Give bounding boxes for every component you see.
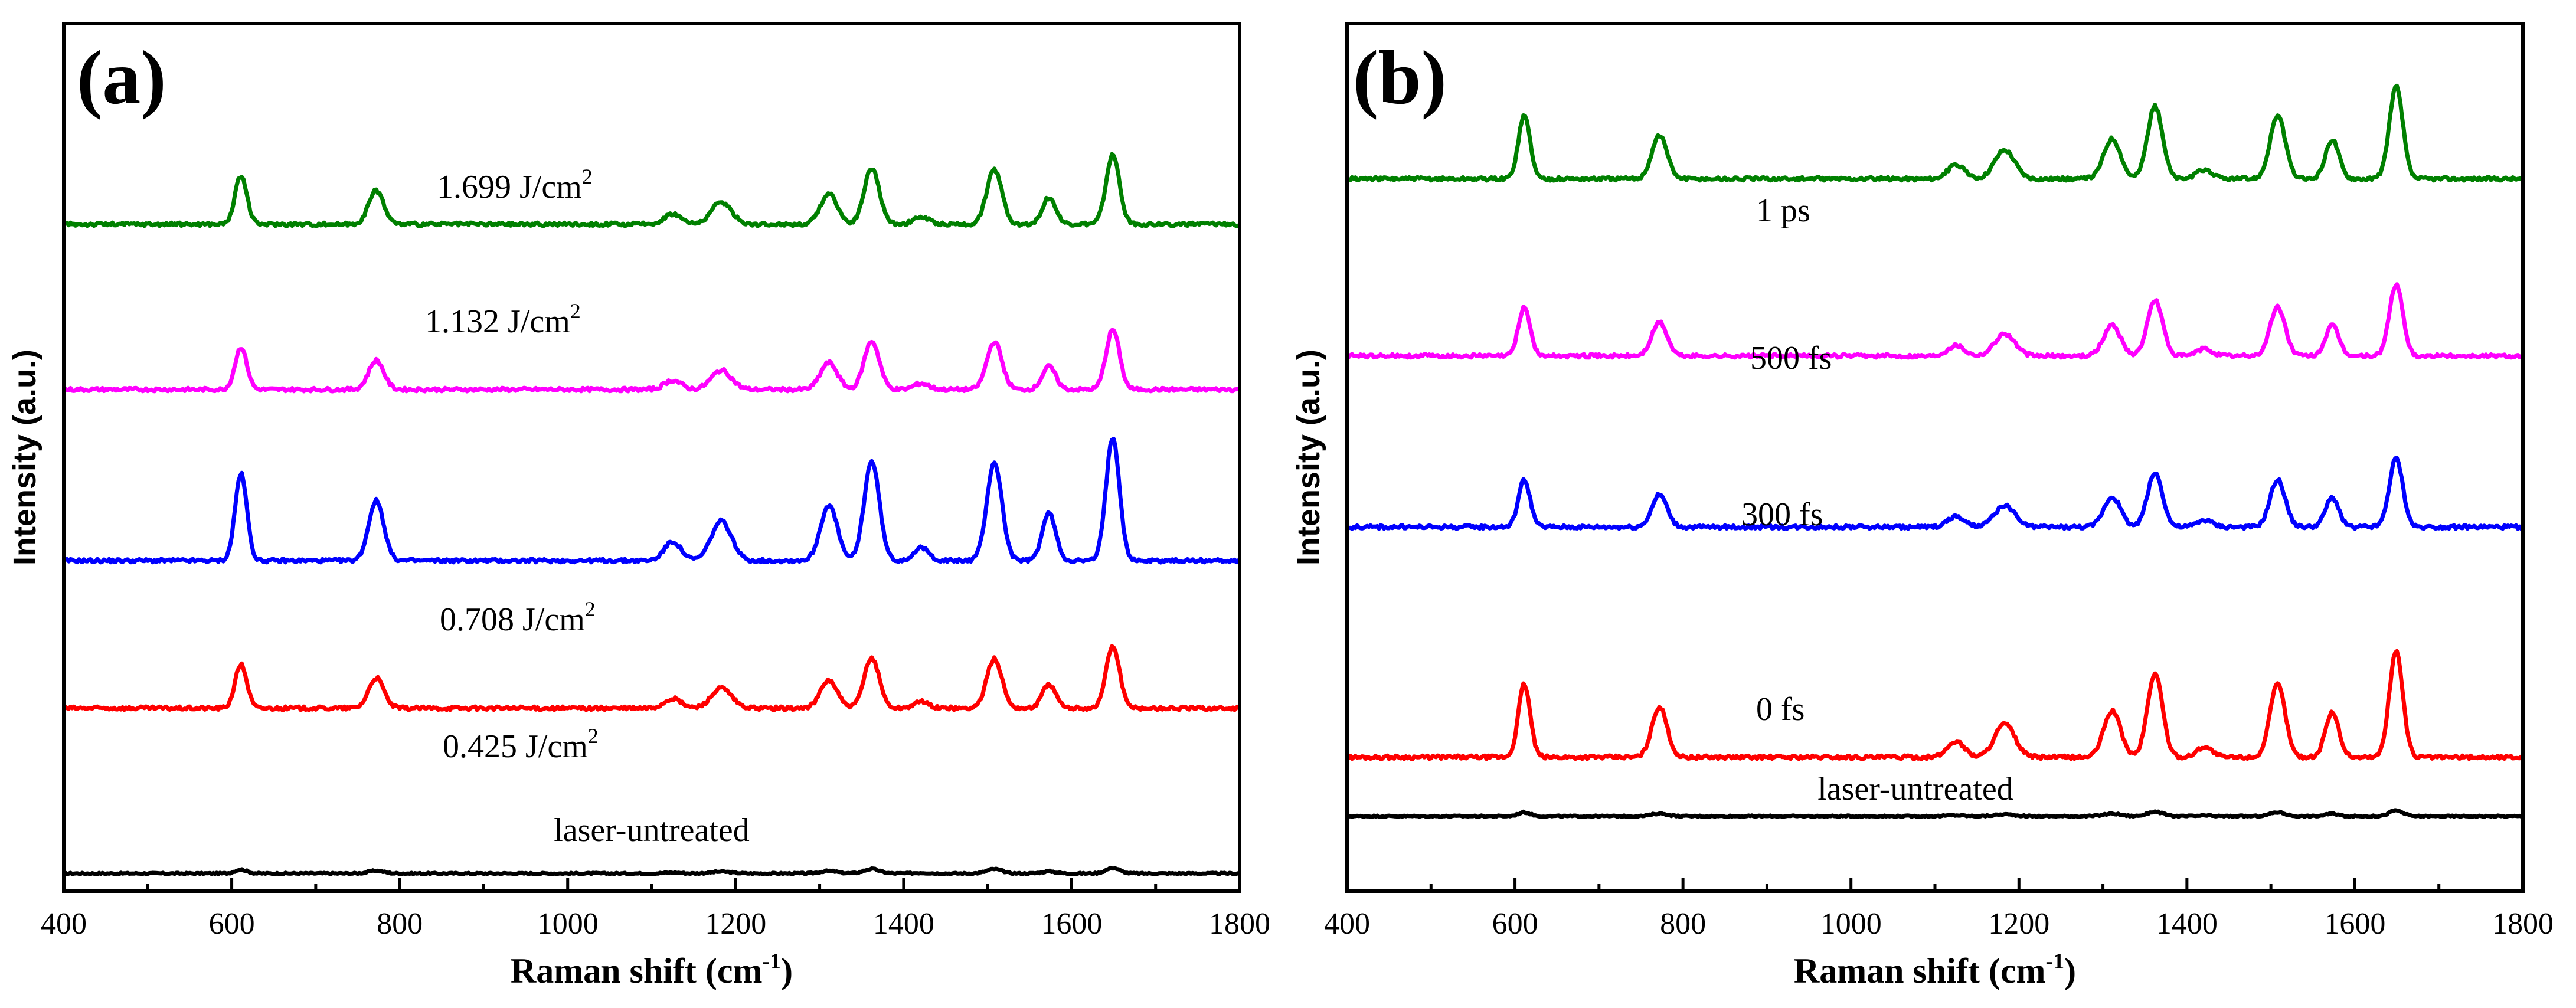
x-tick-label: 800 — [377, 907, 423, 941]
panel-a-frame — [62, 22, 1241, 893]
series-label-text: laser-untreated — [554, 812, 750, 849]
x-tick-label: 1400 — [2156, 907, 2218, 941]
series-label-text: 0 fs — [1756, 691, 1804, 728]
x-tick-label: 1000 — [1820, 907, 1882, 941]
panel-a-x-axis-label-tail: ) — [781, 951, 793, 990]
series-line-1 — [63, 865, 1240, 876]
series-line-4 — [1346, 282, 2525, 360]
series-label-3: 300 fs — [1741, 496, 1823, 533]
x-tick-label: 1400 — [873, 907, 934, 941]
panel-a-tick-labels: 400 600 800 1000 1200 1400 1600 1800 — [41, 907, 1270, 941]
panel-a-label: (a) — [77, 35, 166, 120]
series-label-2: 0 fs — [1756, 691, 1804, 728]
panel-a: 400 600 800 1000 1200 1400 1600 1800 laser-untr… — [7, 22, 1270, 990]
series-label-1: laser-untreated — [554, 812, 750, 849]
series-label-unit-sup: 2 — [585, 597, 596, 621]
panel-b: 400 600 800 1000 1200 1400 1600 1800 laser-untr… — [1291, 22, 2554, 990]
series-label-text: 1.132 J/cm — [425, 303, 570, 340]
series-label-unit-sup: 2 — [588, 724, 599, 748]
series-label-text: 0.708 J/cm — [440, 601, 585, 638]
x-tick-label: 800 — [1660, 907, 1706, 941]
panel-b-ticks — [1345, 878, 2525, 891]
series-line-2 — [62, 644, 1241, 712]
series-line-3 — [63, 437, 1241, 565]
panel-b-spectra — [1345, 83, 2525, 819]
series-label-5: 1.699 J/cm2 — [437, 165, 593, 205]
x-tick-label: 1200 — [1988, 907, 2049, 941]
series-label-3: 0.708 J/cm2 — [440, 597, 596, 638]
panel-b-series-labels: laser-untreated 0 fs 300 fs 500 fs 1 ps — [1741, 192, 2013, 807]
panel-b-x-axis-label-main: Raman shift (cm — [1794, 951, 2046, 990]
series-label-1: laser-untreated — [1817, 771, 2013, 807]
series-label-text: 1 ps — [1756, 192, 1810, 229]
series-label-text: 500 fs — [1750, 340, 1832, 377]
panel-b-x-axis-label: Raman shift (cm-1) — [1794, 949, 2076, 990]
panel-a-x-axis-label-sup: -1 — [762, 949, 781, 974]
panel-a-x-axis-label: Raman shift (cm-1) — [511, 949, 793, 990]
series-line-4 — [62, 328, 1240, 394]
series-label-2: 0.425 J/cm2 — [443, 724, 599, 765]
series-label-text: 1.699 J/cm — [437, 169, 582, 205]
panel-b-x-axis-label-sup: -1 — [2045, 949, 2064, 974]
panel-b-tick-labels: 400 600 800 1000 1200 1400 1600 1800 — [1324, 907, 2554, 941]
x-tick-label: 400 — [41, 907, 87, 941]
series-label-4: 500 fs — [1750, 340, 1832, 377]
panel-b-x-axis-label-tail: ) — [2064, 951, 2076, 990]
panel-b-frame — [1345, 22, 2525, 893]
x-tick-label: 1800 — [1209, 907, 1270, 941]
x-tick-label: 1800 — [2492, 907, 2554, 941]
series-label-text: 0.425 J/cm — [443, 728, 588, 765]
x-tick-label: 1600 — [1041, 907, 1102, 941]
panel-a-spectra — [62, 152, 1241, 876]
panel-a-x-axis-label-main: Raman shift (cm — [511, 951, 763, 990]
series-label-text: laser-untreated — [1817, 771, 2013, 807]
x-tick-label: 600 — [209, 907, 255, 941]
series-line-3 — [1345, 456, 2523, 531]
x-tick-label: 600 — [1492, 907, 1538, 941]
x-tick-label: 1600 — [2324, 907, 2385, 941]
series-label-5: 1 ps — [1756, 192, 1810, 229]
panel-a-y-axis-label: Intensity (a.u.) — [7, 349, 43, 565]
series-line-1 — [1346, 808, 2524, 819]
series-line-5 — [63, 152, 1241, 228]
x-tick-label: 400 — [1324, 907, 1370, 941]
panel-b-label: (b) — [1353, 35, 1447, 120]
series-label-unit-sup: 2 — [582, 165, 593, 188]
series-line-2 — [1346, 649, 2524, 761]
series-label-unit-sup: 2 — [570, 299, 581, 323]
x-tick-label: 1200 — [705, 907, 766, 941]
series-line-5 — [1345, 83, 2524, 183]
series-label-text: 300 fs — [1741, 496, 1823, 533]
panel-a-ticks — [62, 878, 1241, 891]
panel-b-y-axis-label: Intensity (a.u.) — [1291, 349, 1326, 565]
series-label-4: 1.132 J/cm2 — [425, 299, 581, 340]
x-tick-label: 1000 — [537, 907, 599, 941]
